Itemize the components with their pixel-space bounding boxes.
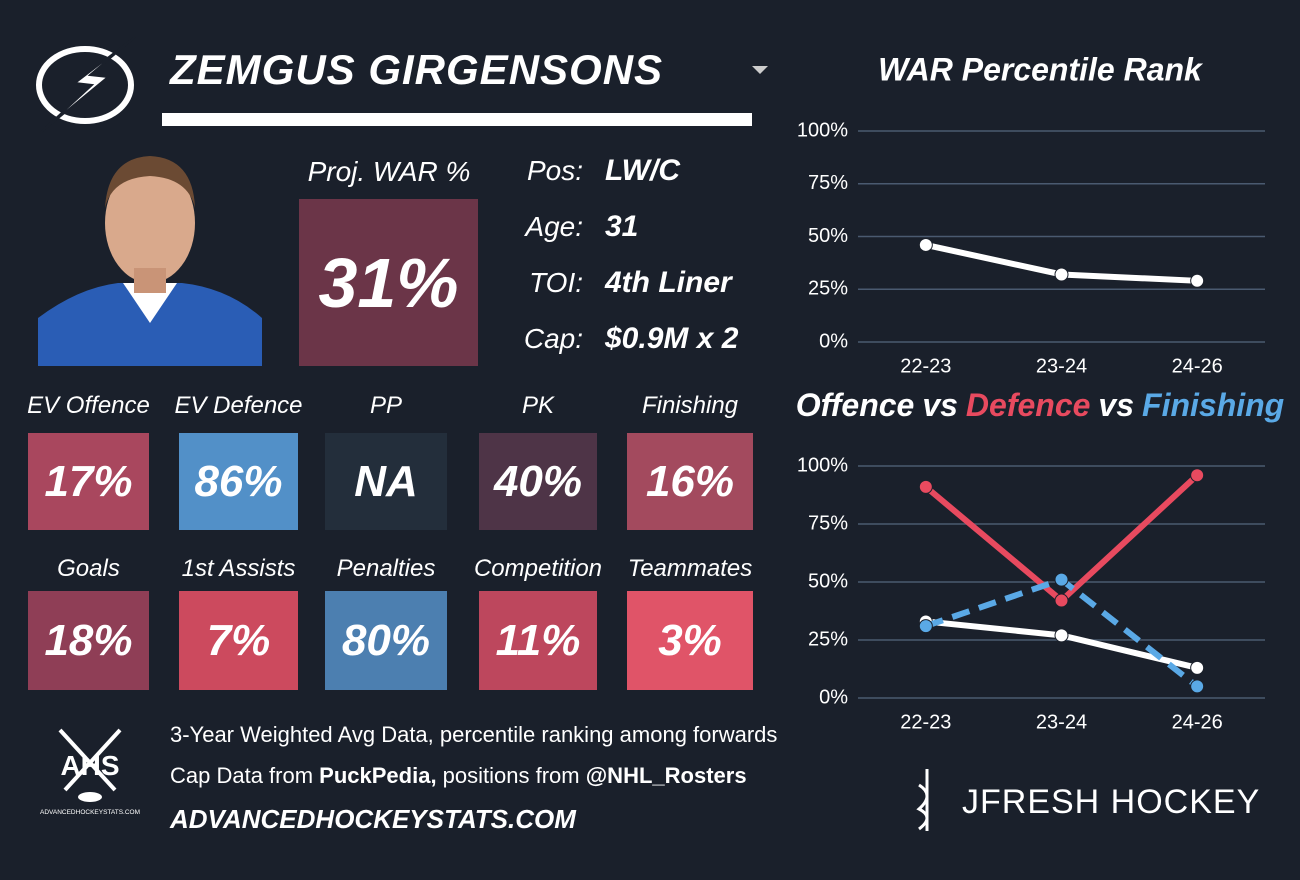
proj-label: Proj. WAR %: [307, 156, 471, 187]
tile-label: Competition: [473, 555, 603, 582]
y-tick-label: 75%: [808, 172, 848, 194]
stat-tile: 40%: [479, 433, 597, 530]
player-name: ZEMGUS GIRGENSONS: [170, 46, 664, 93]
info-label: Cap:: [523, 323, 583, 354]
y-tick-label: 25%: [808, 278, 848, 300]
legend-entry: Defence: [966, 387, 1091, 423]
tile-label: Teammates: [627, 555, 753, 582]
y-tick-label: 0%: [819, 330, 848, 352]
stat-tile: 16%: [627, 433, 753, 530]
footer-credits: Cap Data from PuckPedia, positions from …: [170, 763, 747, 789]
data-point: [1190, 660, 1205, 675]
stat-tile: 7%: [179, 591, 298, 690]
chart-title: Offence vs Defence vs Finishing: [796, 387, 1284, 423]
info-label: Pos:: [526, 155, 583, 186]
data-point: [918, 237, 933, 252]
info-label: TOI:: [529, 267, 583, 298]
info-value: $0.9M x 2: [605, 322, 739, 355]
tile-label: PK: [521, 392, 554, 419]
tile-label: PP: [369, 392, 402, 419]
stat-tile: 3%: [627, 591, 753, 690]
data-point: [918, 619, 933, 634]
legend-entry: Offence: [796, 387, 915, 423]
data-point: [1190, 273, 1205, 288]
name-underline: [162, 113, 752, 126]
y-tick-label: 50%: [808, 570, 848, 592]
team-logo: [36, 36, 136, 134]
y-tick-label: 50%: [808, 225, 848, 247]
credit-source: @NHL_Rosters: [585, 763, 747, 788]
y-tick-label: 25%: [808, 628, 848, 650]
tile-label: Finishing: [641, 392, 739, 419]
charts: WAR Percentile Rank 0% 25% 50% 75% 100% 22-23 2…: [796, 51, 1284, 733]
x-tick-label: 22-23: [900, 711, 951, 733]
data-point: [1054, 593, 1069, 608]
stat-tile: NA: [325, 433, 447, 530]
data-point: [918, 479, 933, 494]
brand: JFRESH HOCKEY: [962, 783, 1261, 821]
title-separator: vs: [1098, 387, 1134, 423]
y-tick-label: 0%: [819, 686, 848, 708]
x-tick-label: 24-26: [1172, 355, 1223, 377]
tile-label: Penalties: [336, 555, 436, 582]
chart-title: WAR Percentile Rank: [878, 51, 1204, 87]
ahs-logo-site: ADVANCEDHOCKEYSTATS.COM: [40, 809, 140, 816]
tile-label: EV Offence: [27, 392, 150, 419]
credit-text: positions from: [436, 763, 586, 788]
tile-label: Goals: [57, 555, 120, 582]
player-photo: [38, 148, 262, 366]
tile-label: EV Defence: [174, 392, 303, 419]
x-tick-label: 23-24: [1036, 711, 1087, 733]
info-label: Age:: [525, 211, 583, 242]
data-point: [1054, 267, 1069, 282]
stat-tile: 86%: [179, 433, 298, 530]
ahs-logo-text: AHS: [60, 750, 119, 781]
data-point: [1190, 679, 1205, 694]
stat-tile: 80%: [325, 591, 447, 690]
dropdown-arrow[interactable]: [750, 64, 770, 76]
footer-site: ADVANCEDHOCKEYSTATS.COM: [170, 804, 576, 834]
tile-label: 1st Assists: [181, 555, 296, 582]
title-separator: vs: [922, 387, 958, 423]
stat-tile: 17%: [28, 433, 149, 530]
y-tick-label: 100%: [797, 119, 848, 141]
credit-source: PuckPedia,: [319, 763, 437, 788]
jfresh-logo: [916, 769, 929, 831]
legend-entry: Finishing: [1142, 387, 1284, 423]
stat-tile: 18%: [28, 591, 149, 690]
data-point: [1190, 468, 1205, 483]
y-tick-label: 75%: [808, 512, 848, 534]
info-value: 31: [605, 210, 639, 243]
stat-tile: 11%: [479, 591, 597, 690]
y-tick-label: 100%: [797, 454, 848, 476]
proj-value: 31%: [299, 199, 478, 366]
ahs-logo: AHS ADVANCEDHOCKEYSTATS.COM: [40, 728, 140, 816]
x-tick-label: 24-26: [1172, 711, 1223, 733]
x-tick-label: 23-24: [1036, 355, 1087, 377]
credit-text: Cap Data from: [170, 763, 320, 788]
data-point: [1054, 628, 1069, 643]
info-value: LW/C: [605, 154, 680, 187]
footer-note: 3-Year Weighted Avg Data, percentile ran…: [170, 722, 778, 747]
x-tick-label: 22-23: [900, 355, 951, 377]
info-value: 4th Liner: [605, 266, 732, 299]
data-point: [1054, 572, 1069, 587]
